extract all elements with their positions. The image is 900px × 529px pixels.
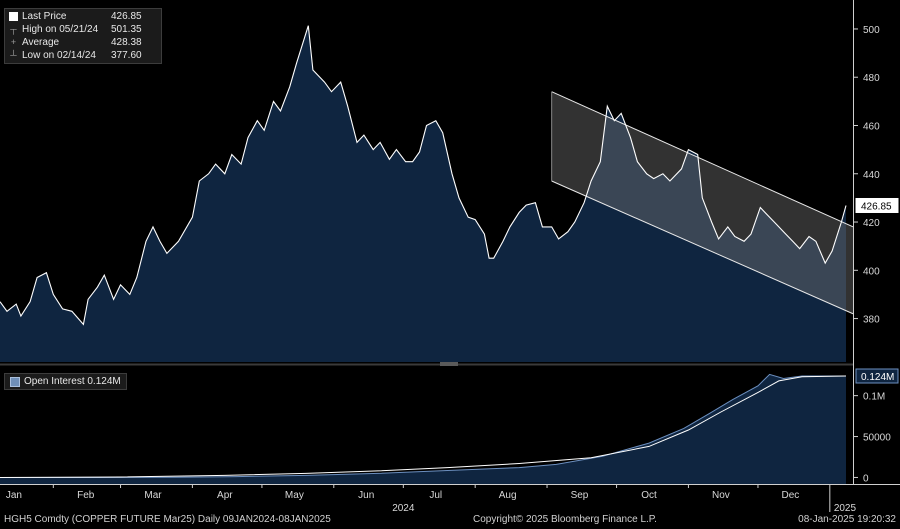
average-marker-icon: + xyxy=(10,37,17,47)
oi-y-tick-label: 50000 xyxy=(863,433,891,444)
average-label: Average xyxy=(22,37,60,48)
price-y-tick-label: 480 xyxy=(863,73,880,84)
legend-low: ┴ Low on 02/14/24 377.60 xyxy=(9,49,157,62)
open-interest-area xyxy=(0,374,846,484)
open-interest-label: Open Interest 0.124M xyxy=(24,376,121,387)
open-interest-line xyxy=(0,373,846,478)
open-interest-average-line xyxy=(0,375,847,478)
x-month-label: Feb xyxy=(77,490,95,501)
high-value: 501.35 xyxy=(111,24,142,35)
x-month-label: Aug xyxy=(499,490,517,501)
panel-divider-handle xyxy=(440,362,458,366)
x-month-label: Mar xyxy=(144,490,162,501)
trend-channel-lower xyxy=(551,180,854,315)
open-interest-swatch xyxy=(10,376,20,387)
footer-copyright: Copyright© 2025 Bloomberg Finance L.P. xyxy=(473,514,657,525)
trend-channel-upper xyxy=(551,91,854,228)
x-month-label: Jan xyxy=(6,490,22,501)
price-line xyxy=(0,25,847,326)
legend-average: + Average 428.38 xyxy=(9,36,157,49)
x-month-label: Jun xyxy=(358,490,374,501)
price-y-tick-label: 400 xyxy=(863,266,880,277)
oi-last-value-tag: 0.124M xyxy=(861,372,894,383)
x-month-label: Jul xyxy=(429,490,442,501)
last-price-label: Last Price xyxy=(22,11,67,22)
x-month-label: Apr xyxy=(217,490,233,501)
oi-y-tick-label: 0.1M xyxy=(863,392,885,403)
x-month-label: Nov xyxy=(712,490,730,501)
price-y-tick-label: 380 xyxy=(863,315,880,326)
price-y-tick-label: 420 xyxy=(863,218,880,229)
x-month-label: May xyxy=(285,490,304,501)
trend-channel-fill xyxy=(551,91,853,314)
low-marker-icon: ┴ xyxy=(10,50,17,60)
open-interest-legend: Open Interest 0.124M xyxy=(4,373,127,390)
high-label: High on 05/21/24 xyxy=(22,24,99,35)
price-y-tick-label: 440 xyxy=(863,170,880,181)
x-month-label: Sep xyxy=(571,490,589,501)
average-value: 428.38 xyxy=(111,37,142,48)
x-year-label: 2024 xyxy=(392,503,415,514)
footer-timestamp: 08-Jan-2025 19:20:32 xyxy=(798,514,896,525)
x-year-label: 2025 xyxy=(834,503,857,514)
price-area xyxy=(0,25,846,362)
low-value: 377.60 xyxy=(111,50,142,61)
last-price-tag: 426.85 xyxy=(861,201,892,212)
legend-high: ┬ High on 05/21/24 501.35 xyxy=(9,23,157,36)
last-price-tag-box xyxy=(855,197,899,213)
oi-last-value-tag-box xyxy=(855,368,899,384)
low-label: Low on 02/14/24 xyxy=(22,50,96,61)
price-y-tick-label: 460 xyxy=(863,121,880,132)
footer-ticker: HGH5 Comdty (COPPER FUTURE Mar25) Daily … xyxy=(4,514,331,525)
price-legend: Last Price 426.85 ┬ High on 05/21/24 501… xyxy=(4,8,162,64)
legend-last-price: Last Price 426.85 xyxy=(9,10,157,23)
oi-y-tick-label: 0 xyxy=(863,473,869,484)
last-price-swatch xyxy=(9,12,18,21)
price-y-tick-label: 500 xyxy=(863,25,880,36)
x-month-label: Oct xyxy=(641,490,657,501)
high-marker-icon: ┬ xyxy=(10,24,17,34)
last-price-value: 426.85 xyxy=(111,11,142,22)
x-month-label: Dec xyxy=(782,490,800,501)
